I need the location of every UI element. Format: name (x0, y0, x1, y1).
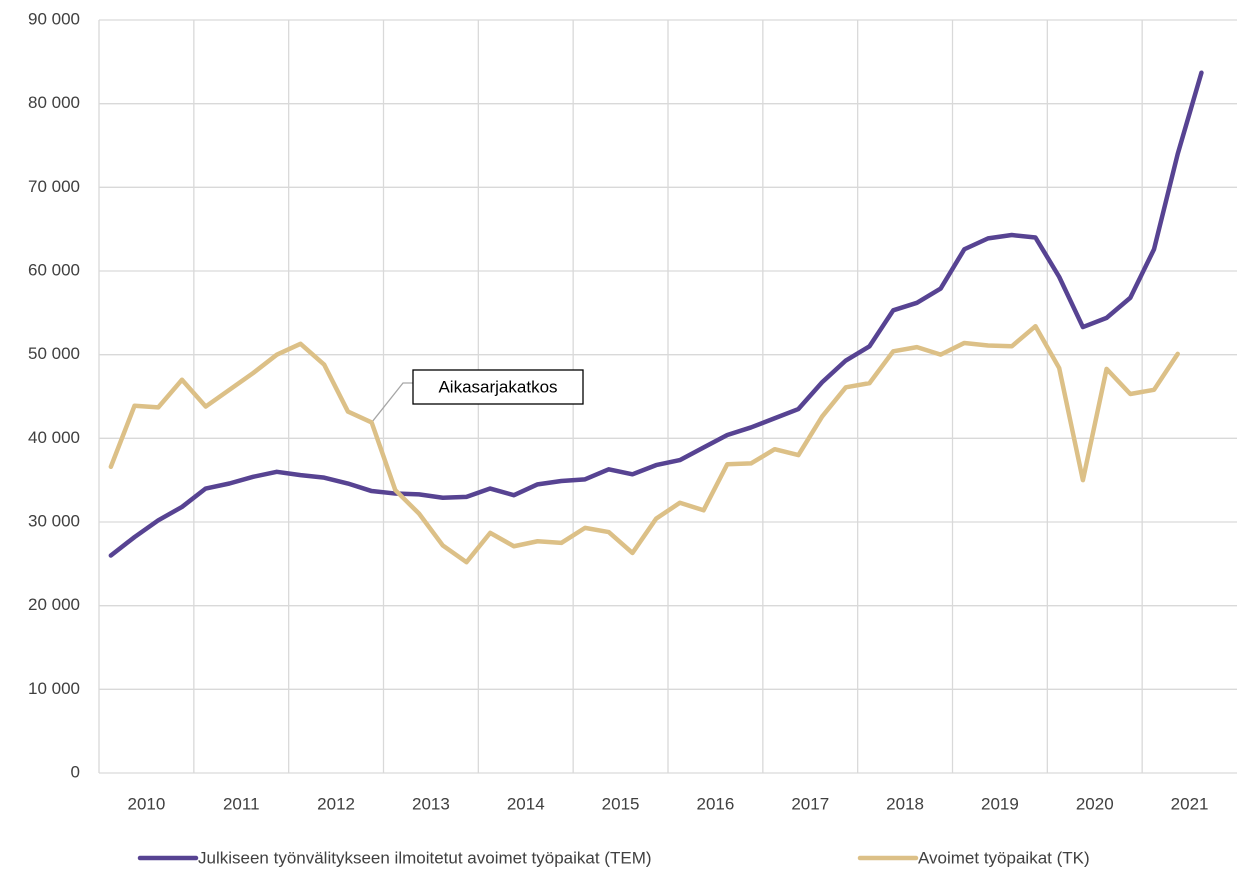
x-tick-label: 2012 (317, 794, 355, 813)
legend-label: Avoimet työpaikat (TK) (918, 848, 1090, 867)
y-tick-label: 40 000 (28, 428, 80, 447)
annotation-box (412, 369, 584, 405)
y-tick-label: 90 000 (28, 9, 80, 28)
y-tick-label: 70 000 (28, 177, 80, 196)
x-tick-label: 2020 (1076, 794, 1114, 813)
x-tick-label: 2010 (128, 794, 166, 813)
x-tick-label: 2013 (412, 794, 450, 813)
annotation: Aikasarjakatkos (438, 377, 557, 396)
y-tick-label: 50 000 (28, 344, 80, 363)
series-line (108, 323, 1180, 565)
x-tick-label: 2014 (507, 794, 545, 813)
x-tick-label: 2015 (602, 794, 640, 813)
y-tick-label: 0 (71, 762, 80, 781)
x-tick-label: 2011 (223, 794, 260, 813)
y-tick-label: 80 000 (28, 93, 80, 112)
x-tick-label: 2019 (981, 794, 1019, 813)
y-tick-label: 10 000 (28, 679, 80, 698)
x-tick-label: 2021 (1171, 794, 1209, 813)
x-tick-label: 2018 (886, 794, 924, 813)
y-tick-label: 20 000 (28, 595, 80, 614)
series-line (108, 70, 1204, 558)
y-tick-label: 30 000 (28, 511, 80, 530)
x-tick-label: 2016 (697, 794, 735, 813)
annotation-leader (371, 382, 413, 423)
y-tick-label: 60 000 (28, 260, 80, 279)
x-tick-label: 2017 (791, 794, 829, 813)
legend-label: Julkiseen työnvälitykseen ilmoitetut avo… (198, 848, 652, 867)
